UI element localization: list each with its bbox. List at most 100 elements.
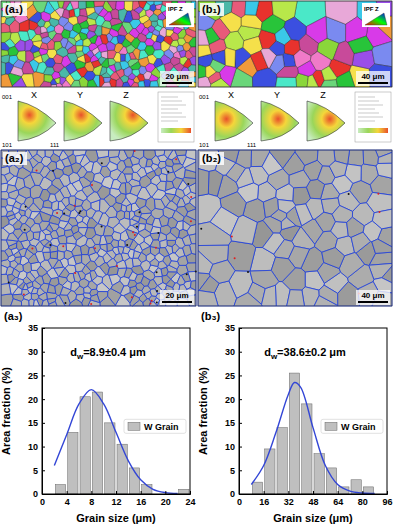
grain <box>224 31 244 50</box>
grain <box>1 251 8 261</box>
grain <box>348 150 364 166</box>
grain <box>11 248 19 255</box>
grain <box>289 170 311 188</box>
grain <box>209 260 235 283</box>
defect-point <box>150 303 152 305</box>
grain <box>190 197 196 208</box>
y-tick-label: 35 <box>28 323 38 333</box>
pf-key-line <box>161 97 178 98</box>
scale-bar <box>162 82 192 84</box>
defect-point <box>94 247 96 249</box>
grain <box>19 20 29 32</box>
x-tick-label: 96 <box>382 497 392 507</box>
key-label: IPF Z <box>364 6 379 12</box>
scale-bar <box>358 301 388 303</box>
grain <box>263 197 278 217</box>
annotation: dw=8.9±0.4 μm <box>70 346 146 361</box>
annotation-part: =8.9±0.4 μm <box>83 346 146 358</box>
x-tick: 8 <box>89 491 94 507</box>
plot-frame <box>239 328 387 494</box>
pf-key-line <box>161 101 182 102</box>
grain <box>120 54 125 61</box>
defect-point <box>49 244 51 246</box>
grain <box>134 290 143 298</box>
grain-map: (a₁)IPF Z20 μm <box>1 1 196 87</box>
grain <box>150 4 156 12</box>
grain <box>111 9 119 19</box>
map-frame <box>198 150 392 306</box>
grain <box>250 270 279 288</box>
grain <box>39 293 47 301</box>
x-tick-mark <box>264 491 265 494</box>
grain-map: (a₂)20 μm <box>1 150 197 306</box>
grain <box>269 41 284 55</box>
grain <box>39 48 48 55</box>
x-tick-mark <box>387 491 388 494</box>
grain <box>58 201 66 211</box>
grain <box>189 47 196 56</box>
grain <box>70 1 78 9</box>
map-frame <box>1 150 196 306</box>
defect-point <box>25 206 27 208</box>
x-tick-mark <box>288 491 289 494</box>
plot-frame <box>42 328 190 494</box>
y-tick-label: 0 <box>33 489 38 499</box>
grain <box>82 46 90 54</box>
grain <box>103 77 110 82</box>
defect-point <box>52 170 54 172</box>
defect-point <box>63 212 65 214</box>
defect-point <box>8 281 10 283</box>
x-tick-mark <box>116 491 117 494</box>
defect-point <box>126 244 128 246</box>
grain <box>116 1 125 10</box>
grain <box>159 27 166 37</box>
y-tick-mark <box>42 375 45 376</box>
grain <box>7 233 18 241</box>
histogram: (b₃)016324864809605101520253035Grain siz… <box>197 310 393 524</box>
corner-label: 101 <box>199 142 210 148</box>
grain <box>183 245 192 256</box>
grain <box>122 167 133 174</box>
bar <box>252 482 262 494</box>
grain <box>119 183 126 195</box>
scale-bar-bg <box>160 290 194 305</box>
defect-point <box>186 273 188 275</box>
grain <box>45 150 54 158</box>
y-tick: 25 <box>28 371 45 381</box>
grain <box>150 258 159 266</box>
grain <box>92 161 102 174</box>
y-tick-label: 15 <box>225 418 235 428</box>
grain <box>166 159 174 167</box>
grain <box>150 240 160 248</box>
grain <box>125 53 131 62</box>
grain <box>78 1 86 9</box>
grain <box>198 45 211 57</box>
grain <box>70 70 81 80</box>
grain <box>68 256 76 266</box>
grain <box>141 276 150 286</box>
x-tick-label: 20 <box>161 497 171 507</box>
grain <box>108 266 119 275</box>
panel-label: (b₃) <box>201 310 220 322</box>
y-tick-mark <box>42 352 45 353</box>
grain <box>36 241 44 251</box>
grain <box>124 1 132 11</box>
y-tick: 0 <box>33 489 45 499</box>
grain <box>150 289 158 297</box>
grain <box>76 155 85 164</box>
defect-point <box>136 226 138 228</box>
y-tick: 10 <box>225 442 242 452</box>
grain <box>179 50 186 57</box>
grain <box>1 23 10 33</box>
grain <box>306 16 327 43</box>
scale-bar-bg <box>356 71 390 86</box>
pole-figure <box>307 101 345 141</box>
pf-key-line <box>161 121 178 122</box>
grain <box>97 186 110 199</box>
grain <box>118 9 127 22</box>
defect-point <box>78 212 80 214</box>
pf-key-line <box>161 109 178 110</box>
y-tick-label: 30 <box>28 347 38 357</box>
defect-point <box>234 257 236 259</box>
x-tick: 64 <box>333 491 343 507</box>
